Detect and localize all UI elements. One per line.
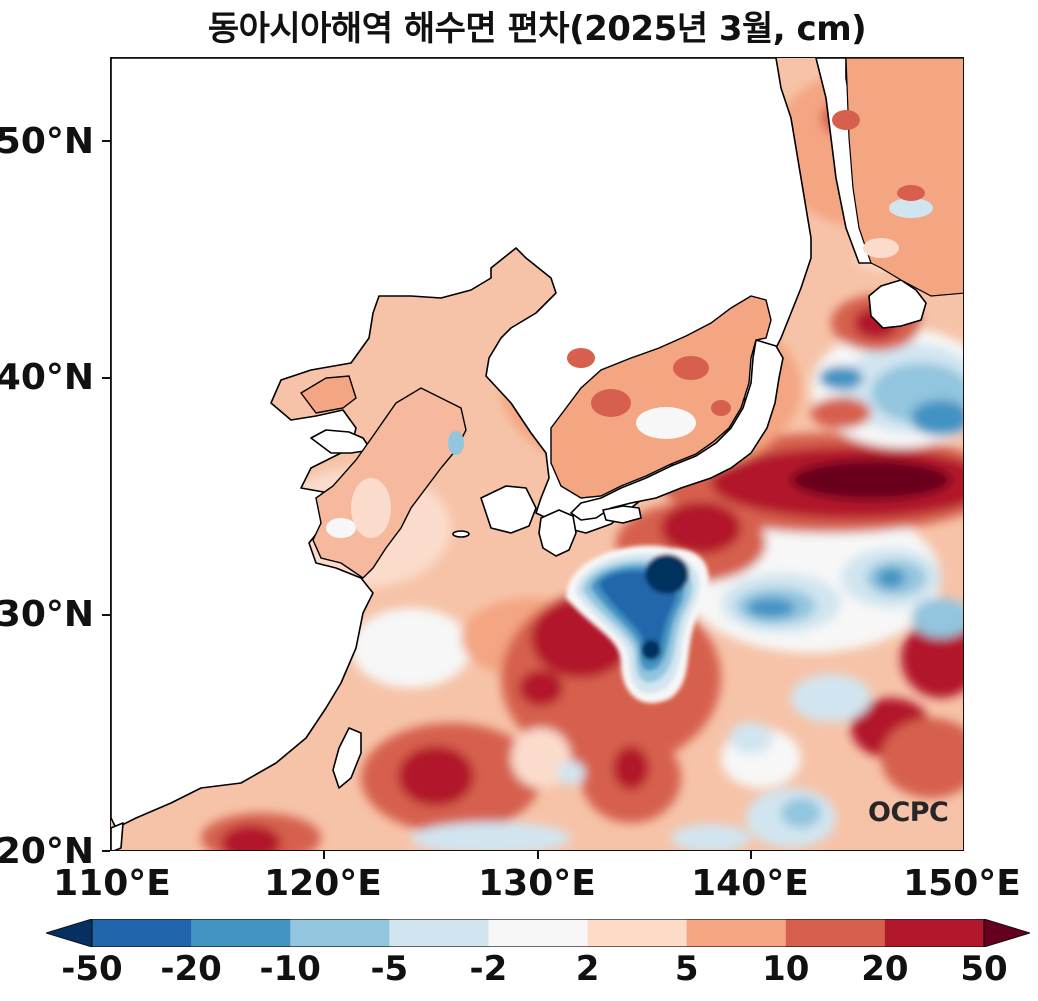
lon-tick	[750, 851, 752, 859]
colorbar-cell	[488, 919, 589, 947]
colorbar-cell	[686, 919, 787, 947]
lat-tick	[102, 850, 110, 852]
colorbar-cell	[191, 919, 291, 947]
colorbar-label: -20	[160, 949, 222, 989]
lat-label-30n: 30°N	[0, 594, 94, 635]
yellow-sea	[299, 375, 467, 579]
colorbar-cell	[587, 919, 688, 947]
sea-level-anomaly-map	[110, 57, 964, 851]
lon-label-120e: 120°E	[264, 863, 382, 904]
lon-label-110e: 110°E	[53, 863, 171, 904]
colorbar-label: -5	[370, 949, 409, 989]
colorbar-extend-left	[46, 919, 93, 947]
colorbar	[46, 919, 1030, 947]
lat-tick	[102, 377, 110, 379]
lat-tick	[102, 140, 110, 142]
colorbar-cell	[92, 919, 192, 947]
lat-label-50n: 50°N	[0, 121, 94, 162]
lon-label-140e: 140°E	[691, 863, 809, 904]
colorbar-label: 5	[674, 949, 699, 989]
colorbar-label: 2	[575, 949, 600, 989]
colorbar-cell	[290, 919, 390, 947]
cold-eddy-south-japan	[566, 545, 709, 704]
lon-tick	[537, 851, 539, 859]
lon-label-130e: 130°E	[478, 863, 596, 904]
lon-label-150e: 150°E	[903, 863, 1021, 904]
colorbar-cell	[785, 919, 886, 947]
colorbar-cell	[389, 919, 489, 947]
colorbar-extend-right	[983, 919, 1030, 947]
colorbar-label: -2	[469, 949, 508, 989]
sea-of-japan	[550, 295, 772, 499]
lon-tick	[323, 851, 325, 859]
ocpc-watermark: OCPC	[868, 797, 949, 828]
colorbar-label: 20	[861, 949, 909, 989]
chart-title: 동아시아해역 해수면 편차(2025년 3월, cm)	[207, 9, 867, 49]
colorbar-label: -10	[259, 949, 321, 989]
colorbar-label: 10	[762, 949, 810, 989]
colorbar-label: -50	[61, 949, 123, 989]
colorbar-cell	[884, 919, 985, 947]
lat-label-20n: 20°N	[0, 831, 94, 872]
anomaly-field	[111, 58, 963, 850]
lat-tick	[102, 614, 110, 616]
colorbar-label: 50	[960, 949, 1008, 989]
land-and-coastlines	[111, 58, 927, 850]
okhotsk-sea	[832, 58, 963, 297]
lat-label-40n: 40°N	[0, 357, 94, 398]
